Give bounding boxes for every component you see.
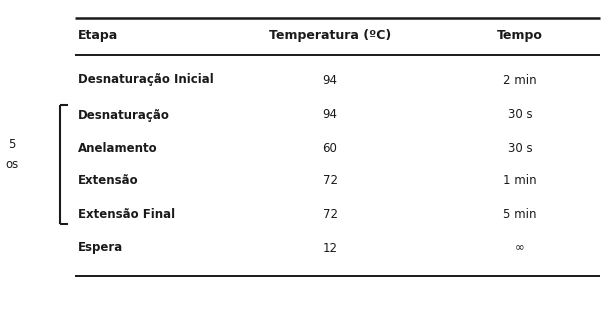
Text: Temperatura (ºC): Temperatura (ºC) — [269, 28, 391, 41]
Text: 5: 5 — [9, 138, 16, 151]
Text: Extensão Final: Extensão Final — [78, 208, 175, 221]
Text: 72: 72 — [322, 208, 337, 221]
Text: 30 s: 30 s — [508, 108, 533, 121]
Text: 30 s: 30 s — [508, 142, 533, 154]
Text: 12: 12 — [322, 242, 337, 255]
Text: Tempo: Tempo — [497, 28, 543, 41]
Text: 60: 60 — [323, 142, 337, 154]
Text: ∞: ∞ — [515, 242, 525, 255]
Text: 94: 94 — [322, 74, 337, 87]
Text: os: os — [5, 159, 19, 171]
Text: 5 min: 5 min — [503, 208, 537, 221]
Text: Espera: Espera — [78, 242, 123, 255]
Text: 1 min: 1 min — [503, 175, 537, 188]
Text: 94: 94 — [322, 108, 337, 121]
Text: Etapa: Etapa — [78, 28, 118, 41]
Text: Extensão: Extensão — [78, 175, 139, 188]
Text: Anelamento: Anelamento — [78, 142, 157, 154]
Text: 72: 72 — [322, 175, 337, 188]
Text: 2 min: 2 min — [503, 74, 537, 87]
Text: Desnaturação Inicial: Desnaturação Inicial — [78, 74, 214, 87]
Text: Desnaturação: Desnaturação — [78, 108, 170, 121]
